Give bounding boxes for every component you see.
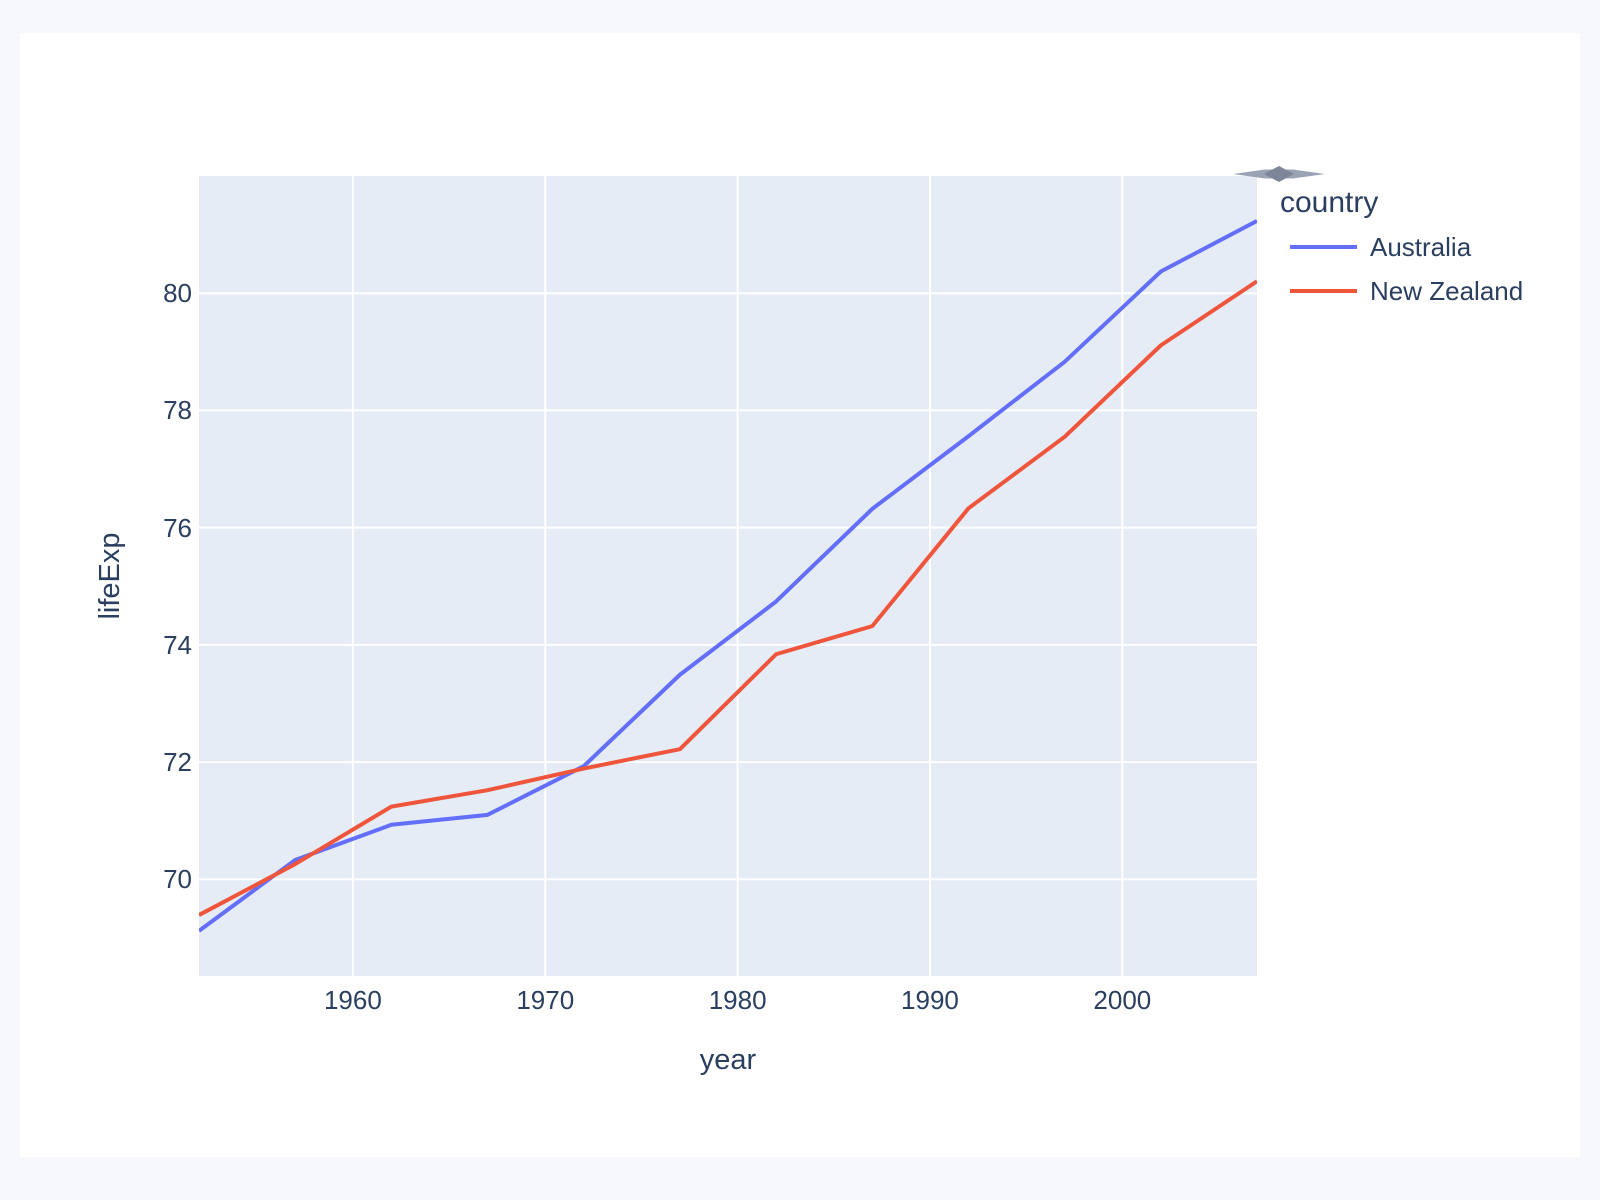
figure-card: 70 72 74 76 78 80 1960 1970 1980 1990 2000 lifeEx…: [20, 33, 1580, 1157]
series-line-new-zealand: [199, 279, 1257, 917]
y-tick-label: 70: [163, 864, 192, 895]
modebar-toggle-icon[interactable]: [1233, 165, 1325, 183]
y-tick-label: 72: [163, 747, 192, 778]
legend-item-label: Australia: [1370, 231, 1472, 262]
legend-swatch: [1290, 289, 1357, 293]
legend-swatch: [1290, 245, 1357, 249]
x-tick-label: 1980: [708, 985, 767, 1015]
plot-area[interactable]: [199, 176, 1257, 976]
y-tick-label: 74: [163, 629, 192, 660]
legend-item-new-zealand[interactable]: New Zealand: [1262, 269, 1523, 313]
modebar-arrow-center: [1264, 166, 1294, 182]
y-tick-label: 76: [163, 512, 192, 543]
x-tick-label: 1990: [901, 985, 959, 1015]
x-tick-label: 2000: [1093, 985, 1152, 1015]
y-tick-label: 80: [163, 278, 192, 309]
plot-canvas: [199, 176, 1257, 976]
legend-item-australia[interactable]: Australia: [1262, 225, 1523, 269]
series-line-australia: [199, 219, 1257, 933]
legend-title: country: [1280, 186, 1379, 219]
legend: country Australia New Zealand: [1262, 185, 1523, 313]
x-axis-title: year: [699, 1044, 757, 1076]
legend-item-label: New Zealand: [1370, 275, 1524, 306]
x-tick-label: 1960: [323, 985, 382, 1015]
legend-items: Australia New Zealand: [1262, 225, 1523, 313]
y-tick-label: 78: [163, 395, 192, 426]
x-tick-label: 1970: [516, 985, 575, 1015]
y-axis-title: lifeExp: [94, 532, 126, 620]
